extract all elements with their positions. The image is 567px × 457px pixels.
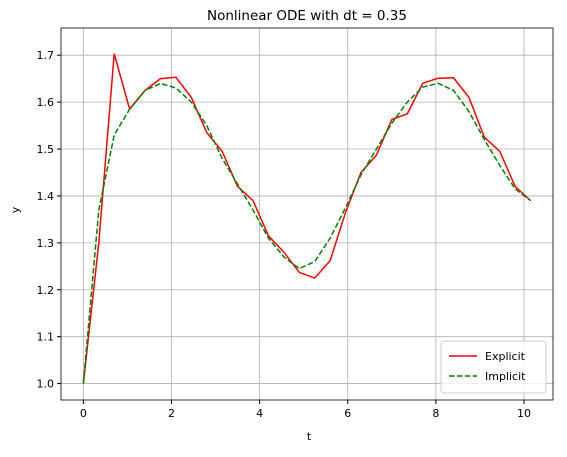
y-tick-label: 1.3 [37, 237, 55, 250]
legend-box [440, 340, 547, 394]
data-line [82, 53, 532, 384]
x-tick-label: 2 [168, 407, 175, 420]
x-tick-label: 8 [432, 407, 439, 420]
y-tick-label: 1.0 [37, 378, 55, 391]
x-tick-label: 0 [80, 407, 87, 420]
y-tick-label: 1.7 [37, 49, 55, 62]
x-tick-label: 6 [344, 407, 351, 420]
plot-frame [60, 27, 554, 401]
y-tick-label: 1.4 [37, 190, 55, 203]
y-tick-label: 1.2 [37, 284, 55, 297]
legend-label: Explicit [485, 350, 526, 363]
x-tick-label: 10 [517, 407, 531, 420]
y-tick-label: 1.6 [37, 96, 55, 109]
y-axis-label: y [9, 206, 22, 213]
data-line [82, 82, 532, 384]
y-tick-label: 1.1 [37, 331, 55, 344]
x-tick-label: 4 [256, 407, 263, 420]
legend-label: Implicit [485, 370, 526, 383]
x-axis-label: t [307, 430, 312, 443]
chart-title: Nonlinear ODE with dt = 0.35 [207, 8, 407, 24]
y-tick-label: 1.5 [37, 143, 55, 156]
